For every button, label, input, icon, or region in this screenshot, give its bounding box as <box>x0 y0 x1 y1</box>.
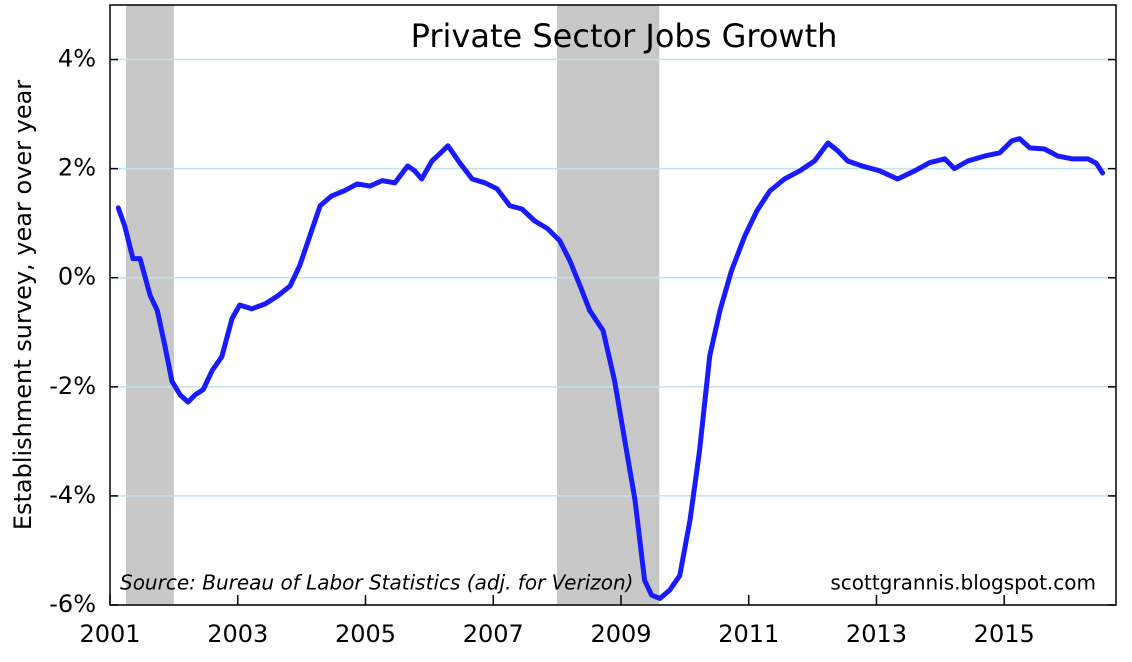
y-axis-label: Establishment survey, year over year <box>9 80 37 530</box>
data-line <box>115 136 1106 601</box>
x-tick-label: 2007 <box>463 620 524 648</box>
x-tick-label: 2011 <box>718 620 779 648</box>
recession-shade <box>125 5 174 605</box>
lines <box>115 136 1106 601</box>
x-tick-label: 2003 <box>207 620 268 648</box>
y-tick-label: 2% <box>58 154 96 182</box>
chart-title: Private Sector Jobs Growth <box>411 17 838 55</box>
source-note: Source: Bureau of Labor Statistics (adj.… <box>120 571 633 595</box>
shades <box>125 5 660 605</box>
y-tick-label: -6% <box>49 590 96 618</box>
y-tick-label: -4% <box>49 481 96 509</box>
y-tick-label: 4% <box>58 45 96 73</box>
x-tick-label: 2015 <box>974 620 1035 648</box>
recession-shade <box>557 5 660 605</box>
y-tick-label: 0% <box>58 263 96 291</box>
x-tick-label: 2005 <box>335 620 396 648</box>
credit-note: scottgrannis.blogspot.com <box>830 571 1096 595</box>
plot-frame <box>109 4 1117 606</box>
x-tick-label: 2013 <box>846 620 907 648</box>
x-tick-label: 2001 <box>79 620 140 648</box>
y-tick-label: -2% <box>49 372 96 400</box>
x-tick-label: 2009 <box>590 620 651 648</box>
